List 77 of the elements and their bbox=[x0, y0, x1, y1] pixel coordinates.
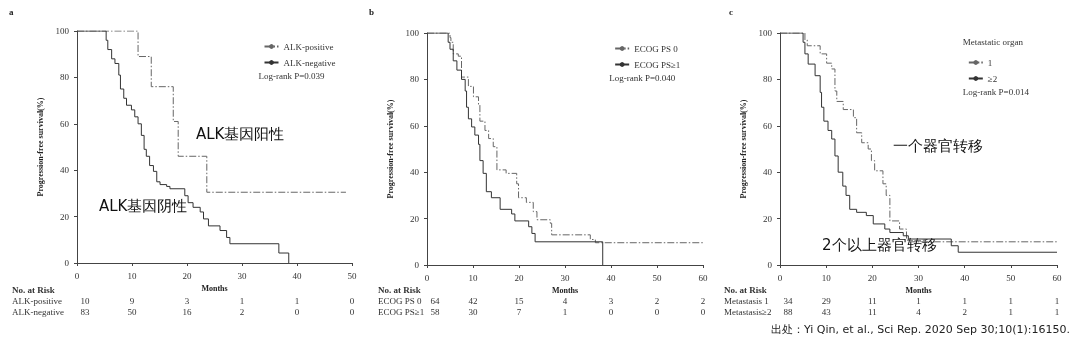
x-tick-label: 20 bbox=[514, 272, 524, 283]
text: No. at Risk bbox=[378, 285, 421, 295]
legend-label: ≥2 bbox=[987, 73, 998, 84]
x-tick-label: 10 bbox=[127, 270, 137, 281]
x-tick-label: 50 bbox=[1006, 272, 1016, 283]
text: 58 30 7 1 0 0 0 bbox=[430, 307, 706, 317]
x-tick-label: 60 bbox=[1052, 272, 1062, 283]
annotation: Log-rank P=0.039 bbox=[258, 70, 326, 81]
text: 10 9 3 1 1 0 bbox=[80, 296, 355, 306]
legend-label: ECOG PS≥1 bbox=[634, 59, 681, 70]
x-axis-title: Months bbox=[905, 286, 932, 296]
text: 出处：Yi Qin, et al., Sci Rep. 2020 Sep 30;10(1):16150. bbox=[770, 323, 1071, 336]
y-tick-label: 60 bbox=[60, 118, 70, 129]
y-tick-label: 40 bbox=[410, 167, 420, 178]
y-tick-label: 40 bbox=[60, 165, 70, 176]
y-tick-label: 100 bbox=[758, 28, 773, 38]
y-tick-label: 100 bbox=[55, 26, 70, 36]
text: 83 50 16 2 0 0 bbox=[80, 307, 355, 317]
legend-label: ALK-negative bbox=[283, 57, 336, 68]
x-tick-label: 30 bbox=[914, 272, 924, 283]
y-tick-label: 20 bbox=[410, 213, 420, 224]
y-tick-label: 60 bbox=[763, 120, 773, 131]
text: ALK-positive bbox=[12, 296, 62, 306]
text: 34 29 11 1 1 1 1 bbox=[783, 296, 1060, 306]
x-tick-label: 40 bbox=[292, 270, 302, 281]
x-tick-label: 30 bbox=[237, 270, 247, 281]
x-tick-label: 20 bbox=[867, 272, 878, 283]
chart-title: c bbox=[729, 6, 733, 17]
y-tick-label: 80 bbox=[60, 72, 70, 83]
x-tick-label: 40 bbox=[960, 272, 970, 283]
x-tick-label: 0 bbox=[777, 272, 783, 283]
y-tick-label: 100 bbox=[405, 28, 420, 38]
legend-label: ECOG PS 0 bbox=[634, 43, 679, 54]
x-tick-label: 50 bbox=[652, 272, 662, 283]
x-tick-label: 10 bbox=[821, 272, 832, 283]
y-axis-title: Progression-free survival(%) bbox=[36, 97, 46, 197]
y-tick-label: 60 bbox=[410, 120, 420, 131]
legend-label: ALK-positive bbox=[283, 41, 334, 52]
text: Metastasis 1 bbox=[724, 296, 769, 306]
legend-label: 1 bbox=[987, 57, 993, 68]
x-axis-title: Months bbox=[201, 284, 228, 294]
y-tick-label: 80 bbox=[763, 74, 773, 85]
text: 64 42 15 4 3 2 2 bbox=[430, 296, 706, 306]
text: ECOG PS≥1 bbox=[378, 307, 425, 317]
y-tick-label: 0 bbox=[414, 260, 420, 270]
y-tick-label: 0 bbox=[767, 260, 773, 270]
annotation: 一个器官转移 bbox=[893, 137, 983, 155]
y-tick-label: 40 bbox=[763, 167, 773, 178]
text: ECOG PS 0 bbox=[378, 296, 422, 306]
y-tick-label: 0 bbox=[64, 258, 70, 268]
text: Metastasis≥2 bbox=[724, 307, 772, 317]
text: ALK-negative bbox=[12, 307, 64, 317]
x-tick-label: 40 bbox=[606, 272, 616, 283]
legend-title: Metastatic organ bbox=[962, 36, 1024, 47]
annotation: ALK基因阳性 bbox=[196, 125, 285, 143]
y-tick-label: 20 bbox=[763, 213, 773, 224]
x-tick-label: 0 bbox=[424, 272, 430, 283]
text: 88 43 11 4 2 1 1 bbox=[783, 307, 1060, 317]
x-axis-title: Months bbox=[551, 286, 579, 296]
annotation: ALK基因阴性 bbox=[99, 197, 188, 215]
text: No. at Risk bbox=[724, 285, 767, 295]
annotation: 2个以上器官转移 bbox=[822, 236, 937, 254]
x-tick-label: 30 bbox=[560, 272, 570, 283]
chart-title: a bbox=[9, 6, 14, 17]
chart-title: b bbox=[369, 6, 375, 17]
x-tick-label: 20 bbox=[182, 270, 192, 281]
y-axis-title: Progression-free survival(%) bbox=[386, 99, 396, 199]
y-tick-label: 20 bbox=[60, 211, 70, 222]
x-tick-label: 50 bbox=[347, 270, 357, 281]
annotation: Log-rank P=0.040 bbox=[609, 72, 676, 83]
x-tick-label: 10 bbox=[468, 272, 478, 283]
x-tick-label: 60 bbox=[698, 272, 708, 283]
annotation: Log-rank P=0.014 bbox=[962, 86, 1030, 97]
x-tick-label: 0 bbox=[74, 270, 80, 281]
y-tick-label: 80 bbox=[410, 74, 420, 85]
y-axis-title: Progression-free survival(%) bbox=[739, 99, 749, 199]
text: No. at Risk bbox=[12, 285, 55, 295]
